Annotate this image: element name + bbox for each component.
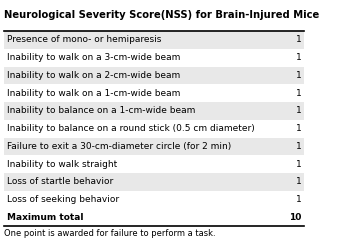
Text: Inability to balance on a round stick (0.5 cm diameter): Inability to balance on a round stick (0… (7, 124, 255, 133)
Bar (5, 173, 304, 191)
Text: 1: 1 (296, 36, 302, 44)
Text: 1: 1 (296, 53, 302, 62)
Text: 1: 1 (296, 142, 302, 151)
Text: 1: 1 (296, 89, 302, 98)
Text: Loss of seeking behavior: Loss of seeking behavior (7, 195, 119, 204)
Text: Inability to balance on a 1-cm-wide beam: Inability to balance on a 1-cm-wide beam (7, 106, 195, 116)
Text: Presence of mono- or hemiparesis: Presence of mono- or hemiparesis (7, 36, 161, 44)
Text: 1: 1 (296, 71, 302, 80)
Text: 10: 10 (289, 213, 302, 222)
Text: Inability to walk on a 3-cm-wide beam: Inability to walk on a 3-cm-wide beam (7, 53, 180, 62)
Bar (5, 138, 304, 155)
Text: Neurological Severity Score(NSS) for Brain-Injured Mice: Neurological Severity Score(NSS) for Bra… (5, 10, 320, 20)
Text: Failure to exit a 30-cm-diameter circle (for 2 min): Failure to exit a 30-cm-diameter circle … (7, 142, 231, 151)
Text: 1: 1 (296, 124, 302, 133)
Bar (5, 102, 304, 120)
Bar (5, 66, 304, 84)
Text: 1: 1 (296, 178, 302, 186)
Text: One point is awarded for failure to perform a task.: One point is awarded for failure to perf… (5, 229, 216, 238)
Text: 1: 1 (296, 160, 302, 169)
Text: Inability to walk on a 2-cm-wide beam: Inability to walk on a 2-cm-wide beam (7, 71, 180, 80)
Text: Maximum total: Maximum total (7, 213, 83, 222)
Bar (5, 31, 304, 49)
Text: Inability to walk on a 1-cm-wide beam: Inability to walk on a 1-cm-wide beam (7, 89, 180, 98)
Text: 1: 1 (296, 195, 302, 204)
Text: Inability to walk straight: Inability to walk straight (7, 160, 117, 169)
Text: Loss of startle behavior: Loss of startle behavior (7, 178, 113, 186)
Text: 1: 1 (296, 106, 302, 116)
